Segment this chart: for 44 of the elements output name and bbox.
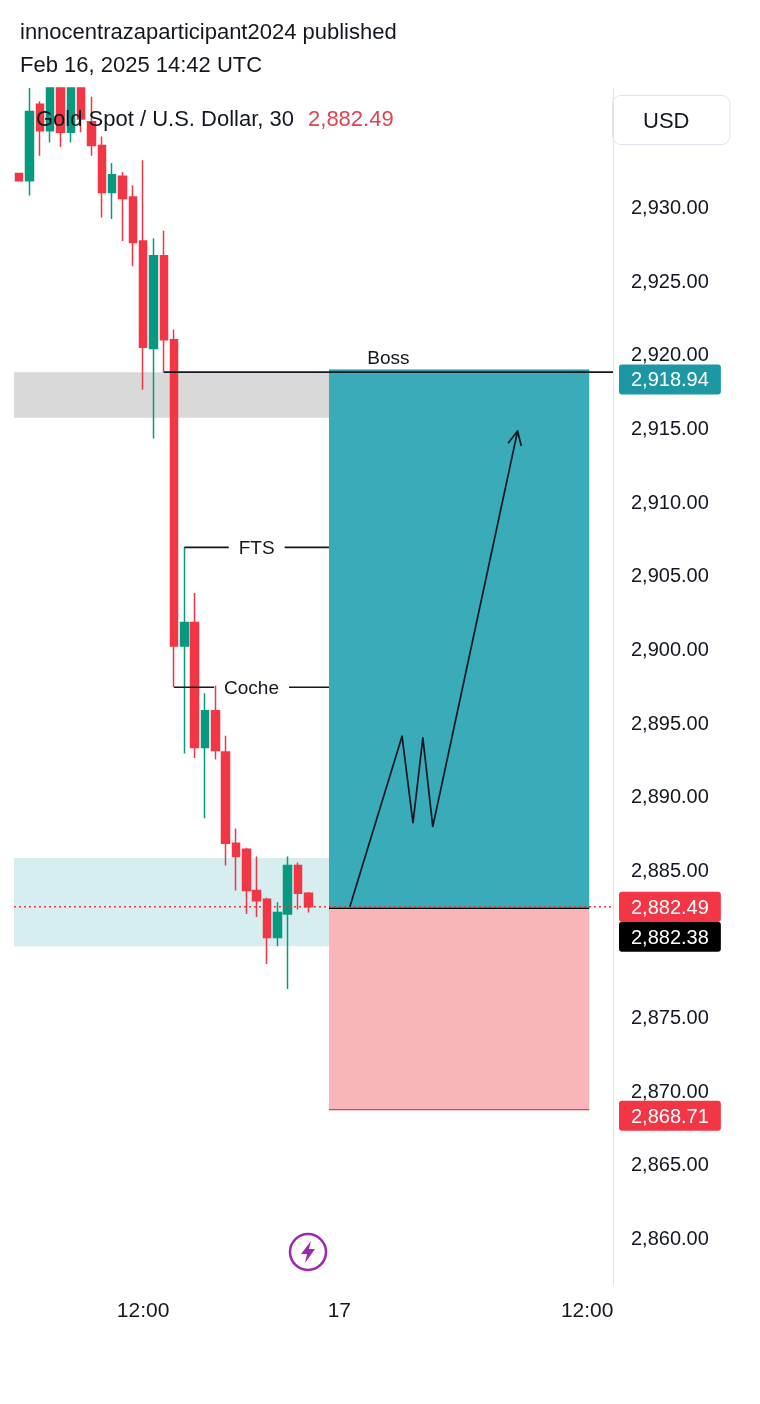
y-tick-label: 2,930.00 [631, 196, 709, 219]
ref-line-label: Boss [367, 347, 410, 369]
y-tick-label: 2,860.00 [631, 1226, 709, 1249]
y-tick-label: 2,900.00 [631, 637, 709, 660]
candlestick [138, 159, 148, 391]
candlestick [148, 237, 159, 440]
y-tick-label: 2,925.00 [631, 269, 709, 292]
chart-subtitle: innocentrazaparticipant2024 published [20, 18, 397, 46]
y-tick-label: 2,910.00 [631, 490, 709, 513]
x-tick-label: 12:00 [560, 1298, 614, 1321]
y-tick-label: 2,865.00 [631, 1153, 709, 1176]
y-tick-label: 2,895.00 [631, 711, 709, 734]
candlestick [210, 685, 221, 761]
candlestick [128, 184, 138, 267]
candlestick [231, 827, 241, 892]
candlestick [117, 171, 128, 242]
y-tick-label: 2,905.00 [631, 564, 709, 587]
candlestick [189, 592, 200, 759]
candlestick [97, 135, 107, 219]
x-tick-label: 17 [327, 1298, 351, 1321]
y-tick-label: 2,885.00 [631, 858, 709, 881]
candlestick [200, 692, 210, 820]
x-tick-label: 12:00 [116, 1298, 170, 1321]
candlestick [159, 230, 169, 373]
y-tick-label: 2,890.00 [631, 785, 709, 808]
y-tick-label: 2,875.00 [631, 1006, 709, 1029]
candlestick [220, 735, 231, 867]
candlestick [107, 162, 117, 220]
y-tick-label: 2,870.00 [631, 1079, 709, 1102]
y-tick-label: 2,920.00 [631, 343, 709, 366]
candlestick [14, 172, 24, 182]
ref-line-label: FTS [238, 536, 275, 558]
ref-line-label: 2,882.49 [631, 895, 709, 918]
ref-line-label: 2,882.38 [631, 925, 709, 948]
candlestick [169, 328, 179, 688]
y-axis-title: USD [643, 107, 690, 133]
ref-line-label: 2,868.71 [631, 1104, 709, 1127]
ref-line-label: Coche [224, 676, 279, 698]
candlestick [179, 546, 190, 755]
candlestick [24, 87, 35, 197]
annotation: 2,882.49 [308, 106, 394, 131]
ref-line-label: 2,918.94 [631, 368, 709, 391]
text: Feb 16, 2025 14:42 UTC [20, 51, 263, 79]
y-tick-label: 2,915.00 [631, 417, 709, 440]
